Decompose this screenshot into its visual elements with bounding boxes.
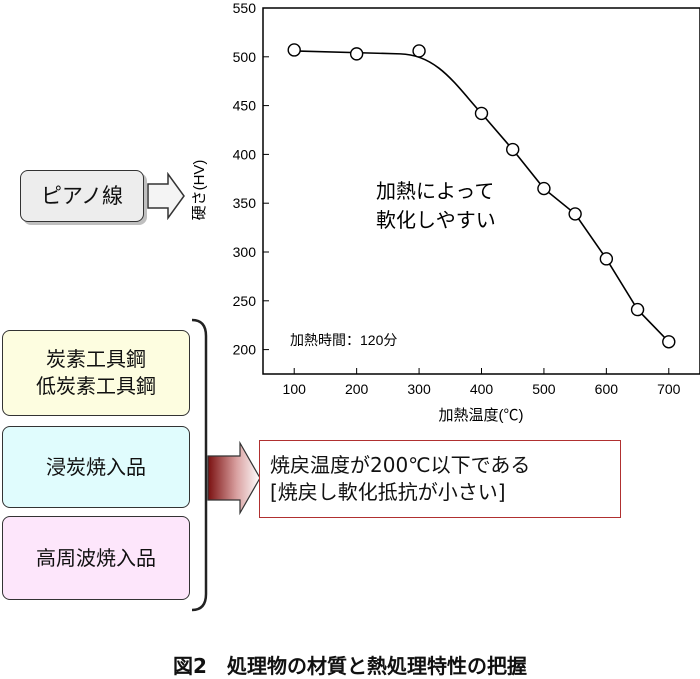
induction-hardened-box: 高周波焼入品 (2, 516, 190, 600)
carbon-tool-steel-box: 炭素工具鋼 低炭素工具鋼 (2, 330, 190, 416)
data-point (506, 142, 520, 157)
result-line-2: [焼戻し軟化抵抗が小さい] (270, 480, 506, 504)
x-tick-label: 300 (407, 381, 431, 397)
piano-to-chart-arrow (147, 172, 185, 220)
data-point (537, 181, 551, 196)
y-tick-label: 500 (233, 49, 257, 65)
piano-wire-label: ピアノ線 (40, 183, 124, 208)
tempering-result-box: 焼戻温度が200℃以下である [焼戻し軟化抵抗が小さい] (259, 440, 621, 518)
annotation-heating-time: 加熱時間：120分 (290, 332, 397, 348)
result-arrow (207, 440, 261, 516)
x-tick-label: 100 (283, 381, 307, 397)
y-tick-label: 300 (233, 244, 257, 260)
carburized-quenched-label: 浸炭焼入品 (46, 454, 146, 479)
carburized-quenched-box: 浸炭焼入品 (2, 426, 190, 508)
annotation-heat-softens-line1: 加熱によって (376, 180, 494, 203)
y-tick-label: 450 (233, 98, 257, 114)
low-carbon-tool-steel-label: 低炭素工具鋼 (36, 374, 156, 398)
x-tick-label: 500 (532, 381, 556, 397)
x-tick-label: 400 (470, 381, 494, 397)
data-point (474, 106, 489, 121)
x-tick-label: 600 (595, 381, 619, 397)
hardness-chart: 100 200 300 400 500 600 700 200 250 300 350 400 450 5… (191, 0, 700, 424)
annotation-heat-softens-line2: 軟化しやすい (376, 209, 496, 232)
x-tick-label: 700 (657, 381, 681, 397)
induction-hardened-label: 高周波焼入品 (36, 545, 156, 570)
hardness-curve (294, 50, 670, 343)
y-tick-label: 200 (233, 342, 257, 358)
y-axis-label: 硬さ(HV) (191, 160, 208, 221)
data-point (630, 302, 645, 317)
data-point (412, 44, 426, 58)
piano-wire-box: ピアノ線 (20, 170, 144, 222)
group-bracket (191, 318, 208, 612)
data-point (568, 207, 582, 221)
y-tick-label: 400 (233, 146, 257, 162)
data-point (349, 47, 364, 61)
y-tick-label: 250 (233, 293, 257, 309)
y-tick-label: 350 (233, 195, 257, 211)
carbon-tool-steel-label: 炭素工具鋼 (46, 347, 146, 371)
result-line-1: 焼戻温度が200℃以下である (270, 453, 531, 477)
y-tick-label: 550 (233, 0, 257, 16)
data-point (599, 252, 614, 266)
data-point (287, 43, 301, 57)
data-point (662, 335, 676, 349)
x-axis-label: 加熱温度(℃) (439, 407, 524, 424)
figure-caption: 図2 処理物の材質と熱処理特性の把握 (173, 654, 527, 678)
x-tick-label: 200 (345, 381, 369, 397)
